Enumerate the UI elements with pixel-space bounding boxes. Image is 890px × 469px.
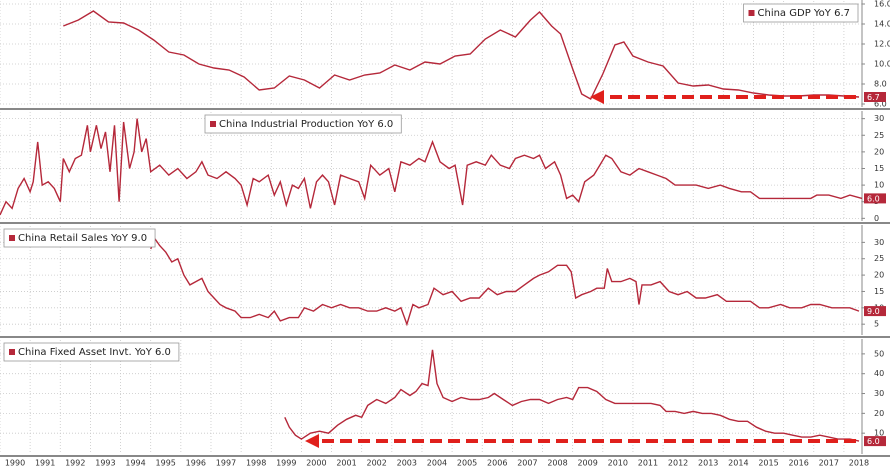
- x-tick-label: 1998: [246, 459, 266, 468]
- legend-swatch: [210, 121, 216, 127]
- y-tick-label: 30: [874, 238, 884, 247]
- series-line: [284, 349, 860, 442]
- x-tick-label: 1995: [156, 459, 176, 468]
- x-tick-label: 2013: [698, 459, 718, 468]
- x-tick-label: 2002: [366, 459, 386, 468]
- x-tick-label: 2007: [517, 459, 537, 468]
- end-tag: [864, 436, 886, 447]
- x-tick-label: 2012: [668, 459, 688, 468]
- x-tick-label: 2005: [457, 459, 477, 468]
- x-tick-label: 2014: [728, 459, 748, 468]
- x-tick-label: 2016: [788, 459, 808, 468]
- x-tick-label: 2009: [577, 459, 597, 468]
- legend-swatch: [748, 10, 755, 16]
- y-tick-label: 10: [874, 181, 884, 190]
- x-tick-label: 2003: [397, 459, 417, 468]
- series-line: [63, 10, 860, 100]
- y-tick-label: 6.0: [874, 100, 887, 109]
- x-tick-label: 1992: [65, 459, 85, 468]
- series-line: [150, 237, 860, 327]
- end-tag-label: 6.0: [867, 437, 880, 446]
- end-tag: [864, 306, 886, 317]
- y-tick-label: 15: [874, 164, 884, 173]
- legend-box: [3, 342, 180, 362]
- legend-label: China Industrial Production YoY 6.0: [219, 119, 393, 130]
- arrow-head: [590, 90, 604, 104]
- y-tick-label: 14.0: [874, 20, 890, 29]
- legend-swatch: [9, 349, 15, 355]
- y-tick-label: 30: [874, 389, 884, 398]
- x-tick-label: 2001: [336, 459, 356, 468]
- y-tick-label: 20: [874, 409, 884, 418]
- x-tick-label: 2008: [547, 459, 567, 468]
- y-tick-label: 12.0: [874, 40, 890, 49]
- legend-label: China Fixed Asset Invt. YoY 6.0: [18, 347, 171, 358]
- x-tick-label: 1994: [125, 459, 145, 468]
- legend-swatch: [9, 235, 15, 241]
- y-tick-label: 20: [874, 271, 884, 280]
- y-tick-label: 10.0: [874, 60, 890, 69]
- x-tick-label: 2006: [487, 459, 507, 468]
- y-tick-label: 25: [874, 254, 884, 263]
- x-tick-label: 1997: [216, 459, 236, 468]
- end-tag-label: 6.0: [867, 194, 880, 203]
- x-tick-label: 2004: [427, 459, 447, 468]
- series-line: [0, 118, 863, 216]
- x-tick-label: 2011: [638, 459, 658, 468]
- y-tick-label: 16.0: [874, 0, 890, 9]
- legend-box: [204, 114, 402, 134]
- x-tick-label: 2010: [608, 459, 628, 468]
- y-tick-label: 10: [874, 429, 884, 438]
- end-tag-label: 6.7: [867, 93, 880, 102]
- x-tick-label: 2015: [758, 459, 778, 468]
- y-tick-label: 8.0: [874, 80, 887, 89]
- x-tick-label: 2017: [819, 459, 839, 468]
- x-tick-label: 1999: [276, 459, 296, 468]
- x-tick-label: 2018: [849, 459, 869, 468]
- y-tick-label: 0: [874, 214, 879, 223]
- legend-box: [3, 228, 156, 248]
- y-tick-label: 40: [874, 369, 884, 378]
- x-tick-label: 1996: [186, 459, 206, 468]
- y-tick-label: 5: [874, 320, 879, 329]
- x-tick-label: 1990: [5, 459, 25, 468]
- x-tick-label: 1993: [95, 459, 115, 468]
- legend-label: China GDP YoY 6.7: [758, 8, 851, 19]
- end-tag-label: 9.0: [867, 307, 880, 316]
- y-tick-label: 25: [874, 131, 884, 140]
- x-tick-label: 1991: [35, 459, 55, 468]
- y-tick-label: 50: [874, 349, 884, 358]
- y-tick-label: 30: [874, 114, 884, 123]
- end-tag: [864, 193, 886, 204]
- legend-label: China Retail Sales YoY 9.0: [18, 233, 147, 244]
- x-tick-label: 2000: [306, 459, 326, 468]
- arrow-head: [305, 434, 319, 448]
- legend-box: [743, 3, 859, 23]
- y-tick-label: 15: [874, 287, 884, 296]
- y-tick-label: 20: [874, 147, 884, 156]
- end-tag: [864, 92, 886, 102]
